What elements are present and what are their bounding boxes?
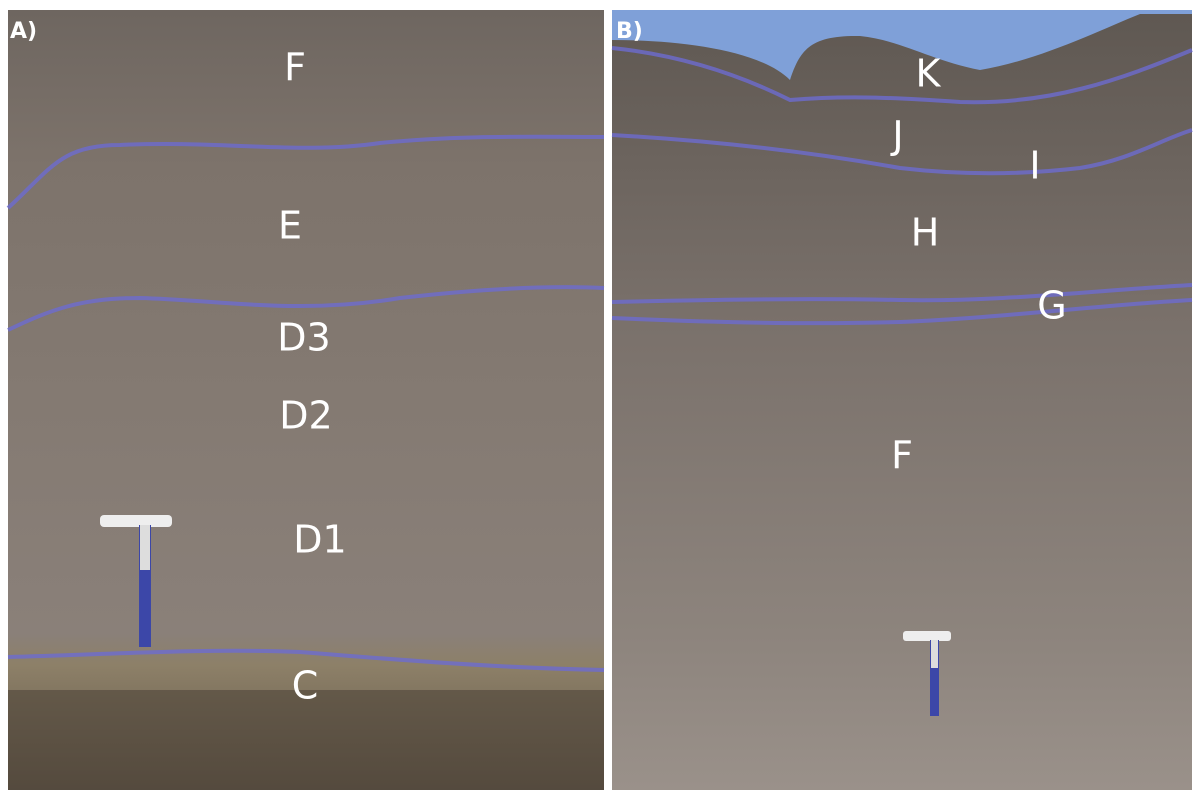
unit-label: D2 <box>279 394 332 438</box>
unit-label: I <box>1029 144 1040 188</box>
unit-label: E <box>278 204 302 248</box>
unit-label: J <box>890 114 903 158</box>
panel-label: B) <box>616 19 643 44</box>
unit-label: K <box>916 52 942 96</box>
unit-label: D3 <box>277 316 330 360</box>
panel-b: B) K J I H G F <box>612 10 1192 790</box>
unit-label: G <box>1037 284 1066 328</box>
unit-label: C <box>292 664 319 708</box>
unit-label: F <box>891 434 913 478</box>
unit-label: F <box>284 46 306 90</box>
figure: A) F E D3 D2 D1 C B) K J I H G F <box>0 0 1197 800</box>
panel-a: A) F E D3 D2 D1 C <box>8 10 604 790</box>
panel-label: A) <box>10 19 37 44</box>
unit-label: D1 <box>293 518 346 562</box>
unit-label: H <box>911 211 940 255</box>
